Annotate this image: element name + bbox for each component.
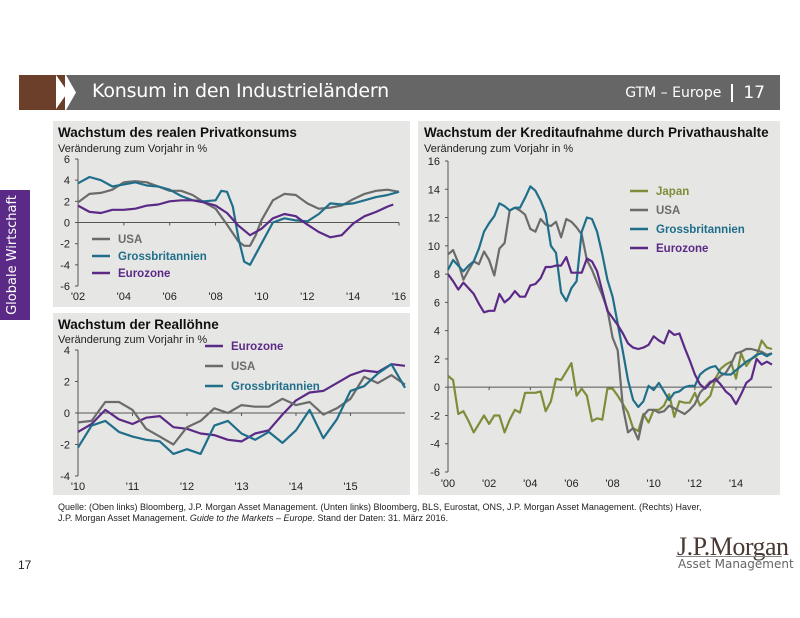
chart3-y-tick-label: 2 (434, 354, 440, 366)
source-line-1: Quelle: (Oben links) Bloomberg, J.P. Mor… (58, 502, 702, 512)
logo-divider (676, 556, 782, 557)
chart1-title: Wachstum des realen Privatkonsums (58, 125, 297, 140)
chart3-legend-label: Japan (656, 186, 689, 198)
chart1-x-tick-label: '14 (346, 291, 360, 303)
chart3-y-tick-label: 4 (434, 326, 440, 338)
chart3-x-tick-label: '12 (688, 478, 702, 490)
chart1-y-tick-label: 0 (64, 218, 70, 230)
chart1-series-eurozone (77, 199, 394, 239)
chart1-subtitle: Veränderung zum Vorjahr in % (58, 143, 208, 155)
chart3-y-tick-label: 16 (428, 156, 440, 168)
chart1-x-tick-label: '10 (254, 291, 268, 303)
chart2-y-tick-label: 4 (64, 345, 70, 357)
chart3-y-tick-label: 6 (434, 297, 440, 309)
chart1-x-tick-label: '02 (71, 291, 85, 303)
header-bar (66, 75, 780, 110)
chart3-legend-label: Eurozone (656, 243, 708, 255)
side-tab (0, 190, 30, 320)
chart2-title: Wachstum der Reallöhne (58, 317, 219, 332)
chart3-series-grossbritannien (447, 185, 773, 409)
chart2-x-tick-label: '13 (234, 481, 248, 493)
chart3-series-japan (447, 339, 773, 434)
chart1-series-usa (77, 180, 400, 247)
chart3-y-tick-label: -4 (430, 439, 440, 451)
chart2-y-tick-label: -4 (60, 471, 70, 483)
chart1-x-tick-label: '08 (208, 291, 222, 303)
chart3-x-tick-label: '04 (523, 478, 537, 490)
chart1-y-tick-label: 2 (64, 196, 70, 208)
chart2-x-tick-label: '15 (343, 481, 357, 493)
chart2-series-grossbritannien (77, 363, 406, 455)
chart1-y-tick-label: -2 (60, 239, 70, 251)
chart1-x-tick-label: '16 (392, 291, 406, 303)
chart3-x-tick-label: '08 (605, 478, 619, 490)
chart3-x-tick-label: '10 (647, 478, 661, 490)
chart2-series-usa (77, 374, 406, 446)
chart1-x-tick-label: '06 (163, 291, 177, 303)
chart2-x-tick-label: '14 (289, 481, 303, 493)
chart2-legend-label: Eurozone (231, 341, 283, 353)
panel-private-consumption (53, 121, 410, 307)
chart1-x-tick-label: '12 (300, 291, 314, 303)
footer-page-number: 17 (18, 558, 32, 572)
chart3-y-tick-label: 8 (434, 269, 440, 281)
header-separator (731, 84, 734, 102)
header-page-number: 17 (743, 83, 765, 103)
chart3-x-tick-label: '06 (564, 478, 578, 490)
chart3-legend-label: USA (656, 205, 680, 217)
panel-real-wages (53, 313, 410, 495)
chart3-subtitle: Veränderung zum Vorjahr in % (424, 143, 574, 155)
panel-household-credit (418, 121, 780, 495)
page-title: Konsum in den Industrieländern (92, 80, 389, 102)
chart2-y-tick-label: 2 (64, 377, 70, 389)
chart2-x-tick-label: '11 (126, 481, 140, 493)
chart3-x-tick-label: '14 (729, 478, 743, 490)
source-line-2-italic: Guide to the Markets – Europe (189, 513, 313, 523)
chart2-x-tick-label: '12 (180, 481, 194, 493)
chart1-y-tick-label: 4 (64, 175, 70, 187)
chart2-y-tick-label: 0 (64, 408, 70, 420)
chart3-y-tick-label: 10 (428, 241, 440, 253)
chart2-legend-label: USA (231, 361, 255, 373)
chart3-series-eurozone (447, 256, 773, 406)
chart3-y-tick-label: 14 (428, 184, 440, 196)
chart3-series-usa (447, 206, 773, 441)
chart2-legend-label: Grossbritannien (231, 381, 320, 393)
chart3-y-tick-label: 12 (428, 213, 440, 225)
chart1-legend-label: USA (118, 234, 142, 246)
chart1-legend-label: Grossbritannien (118, 251, 207, 263)
chart3-x-tick-label: '02 (482, 478, 496, 490)
chart3-title: Wachstum der Kreditaufnahme durch Privat… (424, 125, 769, 140)
chart1-y-tick-label: -6 (60, 281, 70, 293)
chart3-x-tick-label: '00 (441, 478, 455, 490)
chart1-series-grossbritannien (77, 175, 400, 266)
source-line-2-prefix: J.P. Morgan Asset Management. (58, 513, 190, 523)
chart1-y-tick-label: -4 (60, 260, 70, 272)
chart3-legend-label: Grossbritannien (656, 224, 745, 236)
chart3-y-tick-label: -2 (430, 410, 440, 422)
header-arrow-shape (56, 75, 68, 109)
chart1-x-tick-label: '04 (117, 291, 131, 303)
header-right: GTM – Europe 17 (625, 83, 765, 103)
source-line-2: J.P. Morgan Asset Management. Guide to t… (58, 513, 718, 524)
logo-asset-management: Asset Management (678, 557, 794, 571)
chart1-legend-label: Eurozone (118, 268, 170, 280)
chart3-y-tick-label: 0 (434, 382, 440, 394)
source-note: Quelle: (Oben links) Bloomberg, J.P. Mor… (58, 502, 718, 524)
source-line-2-suffix: . Stand der Daten: 31. März 2016. (312, 513, 449, 523)
chart2-series-eurozone (77, 363, 406, 443)
chart3-y-tick-label: -6 (430, 467, 440, 479)
chart2-y-tick-label: -2 (60, 440, 70, 452)
chart2-subtitle: Veränderung zum Vorjahr in % (58, 334, 208, 346)
section-label: GTM – Europe (625, 85, 722, 101)
chart1-y-tick-label: 6 (64, 154, 70, 166)
chart2-x-tick-label: '10 (71, 481, 85, 493)
